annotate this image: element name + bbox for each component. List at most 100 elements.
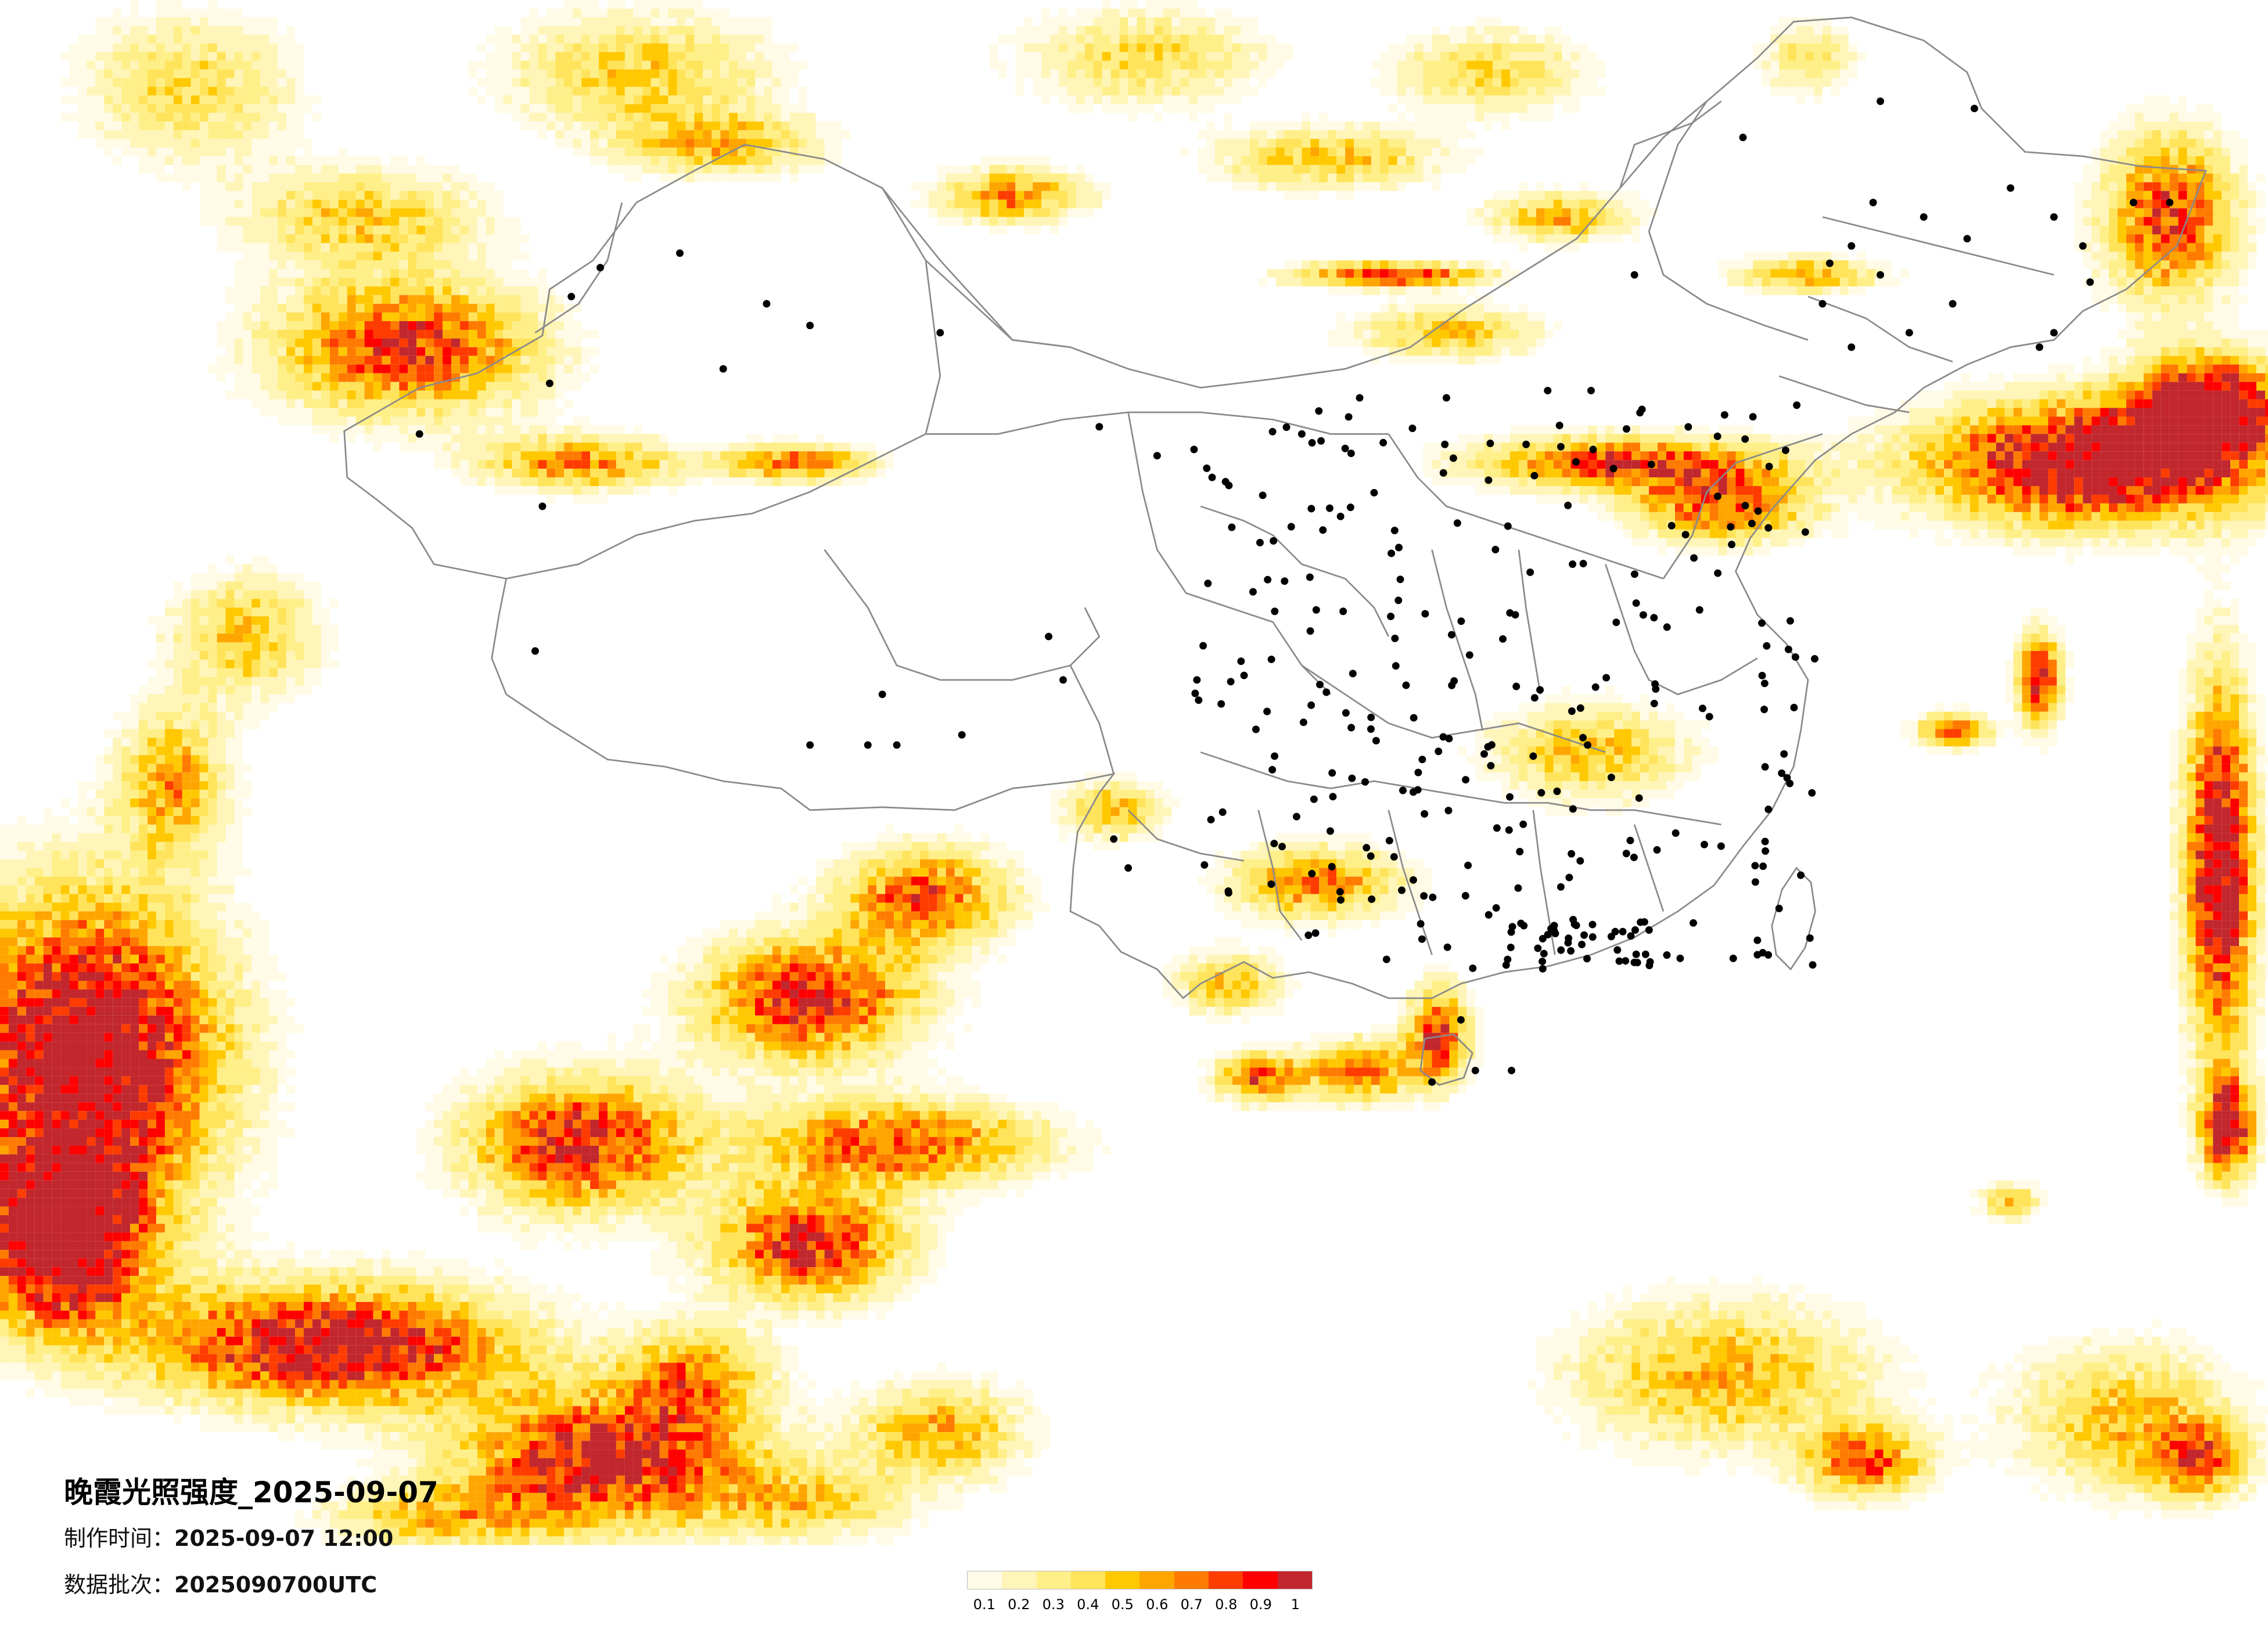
city-marker (1622, 957, 1630, 965)
city-marker (1672, 829, 1680, 837)
city-marker (1530, 472, 1539, 480)
data-batch-label: 数据批次： (64, 1572, 175, 1598)
city-marker (763, 300, 771, 308)
city-marker (1764, 805, 1773, 814)
city-marker (1095, 423, 1104, 431)
city-marker (1539, 965, 1547, 973)
city-marker (1576, 857, 1584, 865)
legend-swatch (1209, 1571, 1243, 1589)
legend-swatch (1140, 1571, 1174, 1589)
city-marker (1418, 756, 1426, 764)
city-marker (1530, 694, 1539, 702)
city-marker (1449, 454, 1457, 462)
city-marker (1570, 920, 1579, 929)
city-marker (1565, 873, 1573, 882)
city-marker (1572, 458, 1580, 466)
city-marker (1663, 623, 1671, 631)
city-marker (1439, 733, 1447, 741)
city-marker (1631, 926, 1639, 934)
city-marker (1588, 933, 1597, 941)
city-marker (1271, 752, 1279, 760)
legend-tick-label: 0.3 (1042, 1596, 1065, 1613)
city-marker (958, 731, 966, 739)
city-marker (1626, 836, 1634, 844)
city-marker (1319, 526, 1327, 534)
city-marker (1539, 958, 1547, 966)
production-time-label: 制作时间： (64, 1526, 175, 1551)
city-marker (1808, 789, 1816, 797)
city-marker (1717, 842, 1725, 850)
city-marker (1555, 422, 1563, 430)
city-marker (1259, 491, 1267, 499)
city-marker (2050, 329, 2058, 337)
city-marker (1615, 957, 1623, 965)
city-marker (1263, 707, 1271, 715)
city-marker (1287, 523, 1295, 531)
city-marker (1208, 473, 1216, 481)
city-marker (1753, 936, 1762, 944)
city-marker (1326, 827, 1334, 835)
city-marker (1264, 575, 1272, 584)
map-title: 晚霞光照强度_2025-09-07 (64, 1476, 438, 1509)
city-marker (2007, 184, 2015, 192)
legend-tick-label: 0.4 (1077, 1596, 1099, 1613)
city-marker (1534, 944, 1542, 952)
legend-swatch (1174, 1571, 1209, 1589)
city-marker (1801, 528, 1809, 536)
city-marker (1522, 440, 1530, 448)
city-marker (864, 741, 872, 749)
production-time: 制作时间：2025-09-07 12:00 (64, 1520, 393, 1552)
city-marker (1336, 896, 1345, 904)
city-marker (1491, 545, 1500, 553)
city-marker (676, 249, 684, 257)
city-marker (1465, 651, 1473, 659)
city-marker (1349, 670, 1357, 678)
city-marker (1749, 413, 1757, 421)
city-marker (1627, 932, 1635, 940)
legend-swatch (968, 1571, 1002, 1589)
city-marker (1402, 681, 1410, 689)
city-marker (1567, 947, 1575, 955)
city-marker (1240, 671, 1248, 679)
city-marker (1780, 750, 1788, 758)
city-marker (1759, 949, 1767, 957)
city-marker (1760, 679, 1769, 688)
city-marker (806, 322, 814, 329)
city-marker (1699, 704, 1706, 713)
city-marker (1728, 541, 1736, 549)
city-marker (1447, 631, 1455, 639)
legend-tick-label: 0.8 (1215, 1596, 1238, 1613)
city-marker (1602, 674, 1611, 682)
legend-swatch (1243, 1571, 1278, 1589)
city-marker (1701, 840, 1708, 848)
city-marker (1630, 271, 1638, 279)
city-marker (1684, 423, 1692, 431)
city-marker (1727, 523, 1735, 531)
city-marker (1367, 713, 1375, 721)
city-marker (1442, 394, 1450, 402)
city-marker (1311, 929, 1320, 937)
city-marker (1485, 911, 1493, 919)
city-marker (1633, 959, 1641, 967)
legend-swatch (1105, 1571, 1140, 1589)
city-marker (2166, 199, 2174, 207)
city-marker (1963, 235, 1971, 243)
city-marker (1441, 440, 1449, 448)
city-marker (1761, 837, 1769, 846)
legend-swatch (1277, 1571, 1312, 1589)
legend-tick-label: 1 (1291, 1596, 1300, 1613)
city-marker (1307, 701, 1315, 709)
city-marker (1612, 618, 1620, 627)
city-marker (1224, 889, 1232, 897)
legend-tick-label: 0.9 (1249, 1596, 1272, 1613)
city-marker (1195, 696, 1203, 704)
city-marker (1268, 766, 1277, 774)
city-marker (2050, 213, 2058, 221)
city-marker (1763, 642, 1771, 650)
city-marker (1741, 435, 1749, 443)
city-marker (1580, 931, 1588, 939)
city-marker (1316, 681, 1324, 689)
city-marker (1641, 950, 1649, 958)
city-marker (1363, 844, 1371, 852)
city-marker (1464, 861, 1472, 869)
